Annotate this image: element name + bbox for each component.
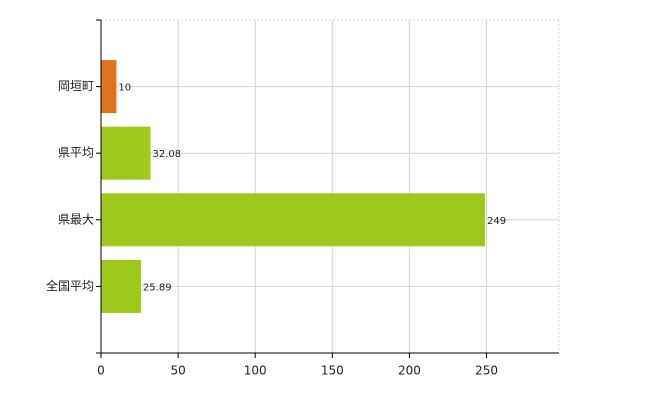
y-tick-label: 全国平均 — [46, 278, 94, 293]
bar — [101, 259, 141, 313]
x-tick-label: 50 — [170, 364, 185, 378]
x-tick-label: 150 — [321, 364, 344, 378]
x-tick-label: 200 — [398, 364, 421, 378]
bar — [101, 126, 151, 180]
x-tick-label: 100 — [244, 364, 267, 378]
y-tick-label: 県平均 — [58, 146, 94, 160]
x-tick-label: 0 — [97, 364, 105, 378]
y-tick-label: 岡垣町 — [58, 79, 94, 93]
bar — [101, 60, 117, 114]
value-label: 32.08 — [152, 149, 181, 160]
value-label: 10 — [118, 83, 131, 94]
bar — [101, 193, 485, 247]
x-tick-label: 250 — [475, 364, 498, 378]
value-label: 249 — [487, 216, 506, 227]
y-tick-label: 県最大 — [58, 212, 94, 226]
value-label: 25.89 — [143, 282, 172, 293]
